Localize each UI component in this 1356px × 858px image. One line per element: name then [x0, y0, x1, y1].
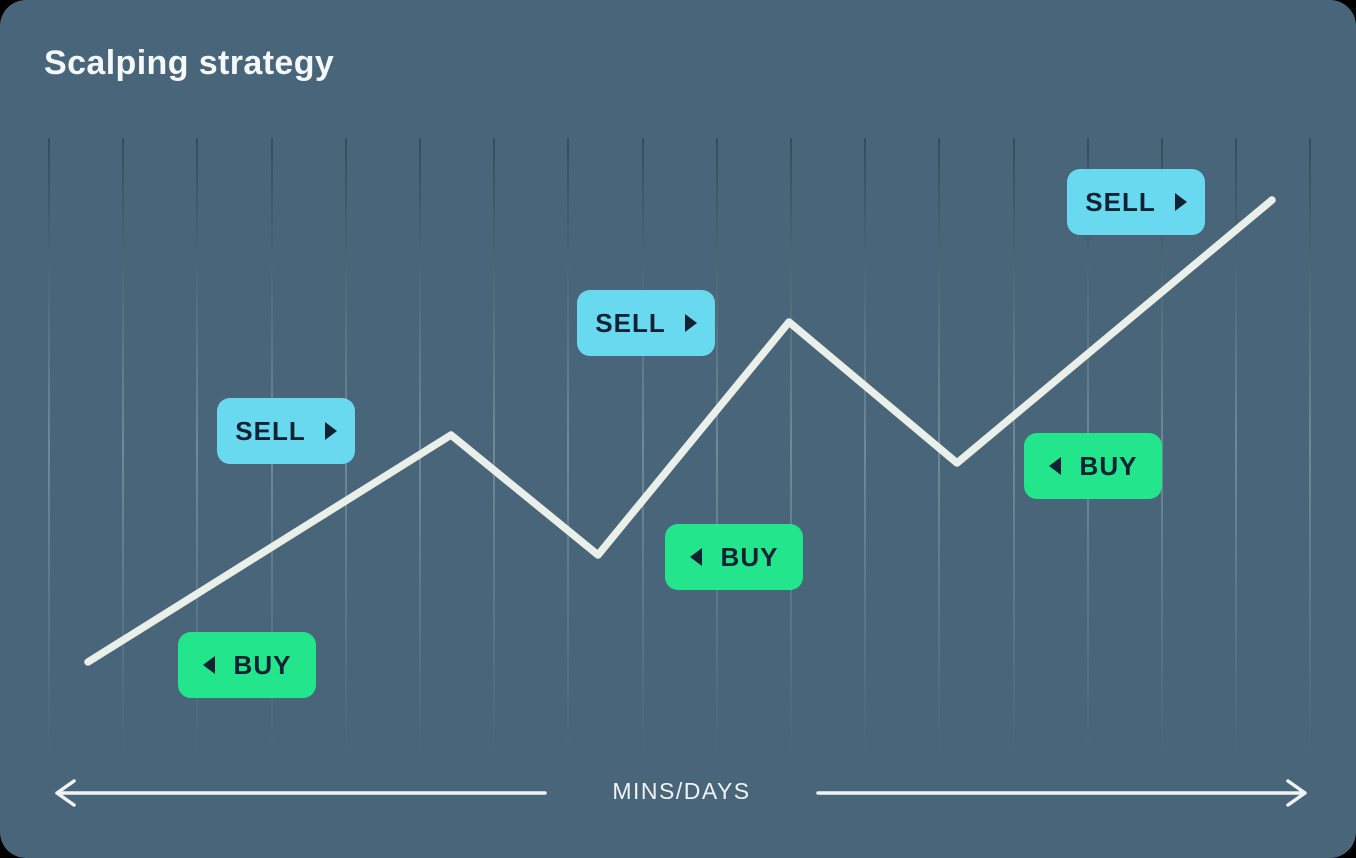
sell-label: SELL	[595, 307, 666, 338]
triangle-left-icon	[1048, 457, 1061, 475]
triangle-right-icon	[684, 314, 697, 332]
buy-marker[interactable]: BUY	[665, 524, 803, 590]
triangle-right-icon	[324, 422, 337, 440]
sell-marker[interactable]: SELL	[577, 290, 715, 356]
buy-marker[interactable]: BUY	[1024, 433, 1162, 499]
gridline	[48, 138, 50, 756]
axis-arrow-right-icon	[816, 779, 1307, 807]
triangle-left-icon	[689, 548, 702, 566]
gridline	[790, 138, 792, 756]
triangle-right-icon	[1174, 193, 1187, 211]
gridline	[1012, 138, 1015, 756]
gridline	[864, 138, 867, 756]
x-axis-label: MINS/DAYS	[612, 778, 751, 804]
page-title: Scalping strategy	[44, 44, 335, 82]
gridline	[938, 138, 941, 756]
gridline	[419, 138, 421, 756]
buy-label: BUY	[233, 649, 292, 680]
buy-label: BUY	[1079, 450, 1138, 481]
gridline	[567, 138, 570, 756]
buy-marker[interactable]: BUY	[178, 632, 316, 698]
gridline	[1235, 138, 1238, 756]
gridline	[1309, 138, 1312, 756]
gridline	[641, 138, 644, 756]
gridline	[122, 138, 125, 756]
sell-label: SELL	[1085, 186, 1156, 217]
buy-label: BUY	[720, 541, 779, 572]
sell-label: SELL	[235, 415, 306, 446]
triangle-left-icon	[202, 656, 215, 674]
gridline	[715, 138, 718, 756]
axis-arrow-left-icon	[55, 779, 547, 807]
gridline	[493, 138, 496, 756]
sell-marker[interactable]: SELL	[217, 398, 355, 464]
sell-marker[interactable]: SELL	[1067, 169, 1205, 235]
